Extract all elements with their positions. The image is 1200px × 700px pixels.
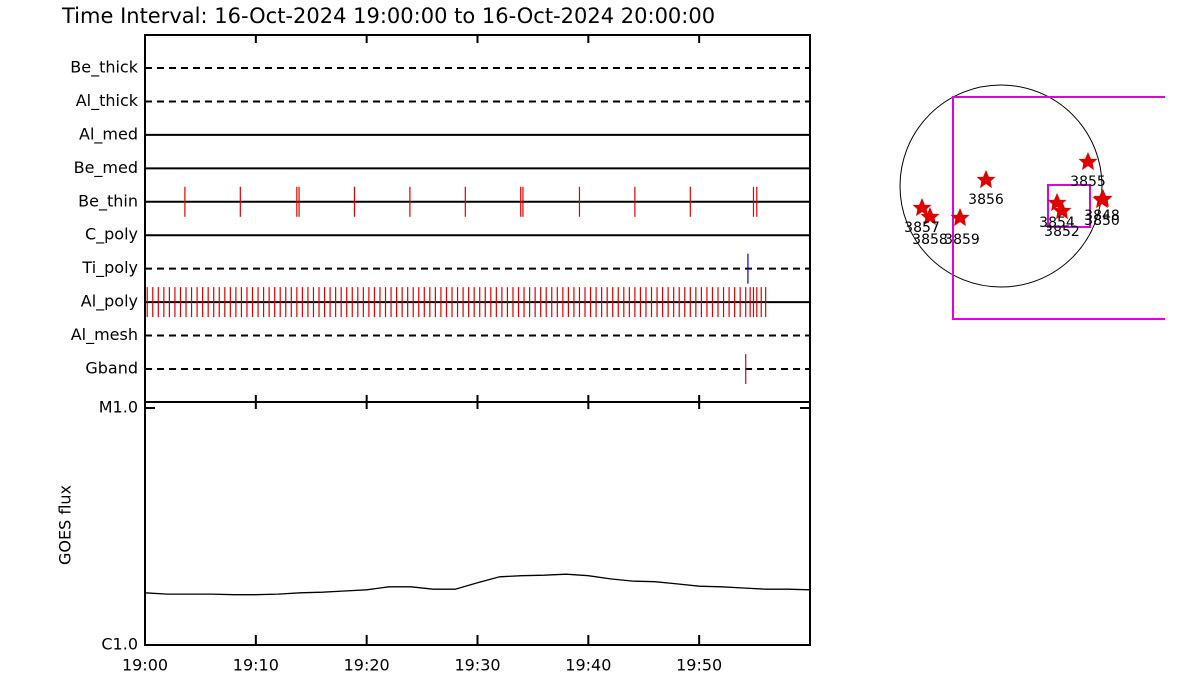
region-label: 3857	[904, 220, 940, 236]
row-label: Ti_poly	[81, 258, 138, 278]
y-axis-label: GOES flux	[56, 485, 75, 565]
row-label: Be_thin	[78, 191, 138, 211]
x-tick-label: 19:30	[454, 656, 500, 675]
goes-panel	[144, 401, 811, 646]
region-label: 3852	[1044, 224, 1080, 240]
filter-panel	[144, 34, 811, 403]
y-tick-label: M1.0	[99, 398, 138, 417]
row-label: Al_mesh	[71, 325, 138, 345]
x-tick-label: 19:20	[344, 656, 390, 675]
row-label: Al_med	[79, 124, 138, 144]
fov-box	[952, 96, 1165, 320]
fov-box	[1047, 184, 1091, 228]
region-label: 3854	[1039, 215, 1075, 231]
sun-disk	[899, 84, 1103, 288]
map: 3855 3856 3857 3858 3859 3854 3852 3848 …	[899, 84, 1165, 320]
row-label: Be_thick	[70, 58, 138, 78]
x-tick-label: 19:00	[122, 656, 168, 675]
title: Time Interval: 16-Oct-2024 19:00:00 to 1…	[61, 4, 715, 28]
row-label: Gband	[85, 359, 138, 378]
region-label: 3855	[1070, 174, 1106, 190]
y-tick-label: C1.0	[101, 635, 138, 654]
region-label: 3859	[944, 232, 980, 248]
region-label: 3858	[912, 232, 948, 248]
row-label: Be_med	[74, 158, 138, 178]
x-tick-label: 19:40	[565, 656, 611, 675]
region-label: 3850	[1084, 213, 1120, 229]
row-label: Al_poly	[81, 292, 138, 312]
row-label: C_poly	[85, 225, 138, 245]
region-label: 3848	[1084, 208, 1120, 224]
star	[976, 170, 996, 189]
x-tick-label: 19:10	[233, 656, 279, 675]
row-label: Al_thick	[76, 91, 139, 111]
flux-line	[144, 573, 811, 596]
x-tick-label: 19:50	[676, 656, 722, 675]
region-label: 3856	[968, 192, 1004, 208]
star	[1078, 152, 1098, 171]
